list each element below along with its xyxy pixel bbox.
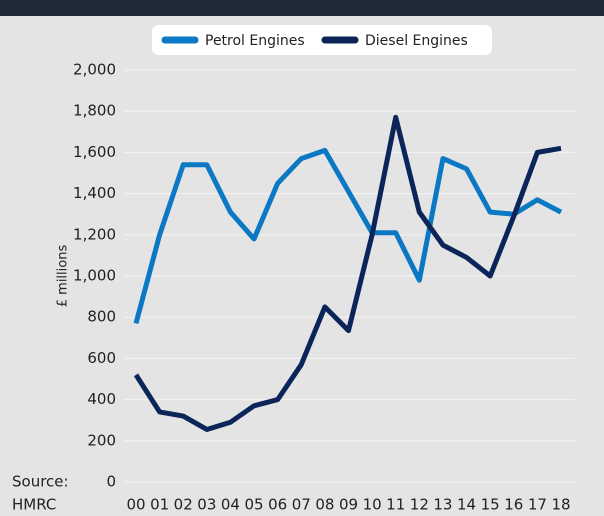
x-tick-label: 05 [245, 496, 264, 514]
x-tick-label: 13 [433, 496, 452, 514]
x-tick-label: 17 [528, 496, 547, 514]
x-tick-label: 00 [126, 496, 145, 514]
y-tick-label: 1,400 [73, 184, 116, 202]
y-tick-label: 1,000 [73, 267, 116, 285]
x-tick-label: 15 [481, 496, 500, 514]
x-tick-label: 08 [315, 496, 334, 514]
x-tick-label: 02 [174, 496, 193, 514]
y-tick-label: 0 [106, 473, 116, 491]
y-tick-label: 1,200 [73, 225, 116, 243]
x-tick-label: 04 [221, 496, 240, 514]
y-tick-label: 400 [87, 390, 116, 408]
x-tick-label: 11 [386, 496, 405, 514]
x-tick-label: 14 [457, 496, 476, 514]
y-tick-label: 1,600 [73, 143, 116, 161]
y-tick-label: 600 [87, 349, 116, 367]
source: HMRC [12, 496, 56, 514]
x-tick-label: 12 [410, 496, 429, 514]
y-tick-label: 200 [87, 431, 116, 449]
y-tick-label: 800 [87, 308, 116, 326]
line [133, 147, 563, 325]
line [133, 114, 562, 432]
y-tick-label: 2,000 [73, 61, 116, 79]
x-tick-label: 16 [504, 496, 523, 514]
x-tick-label: 09 [339, 496, 358, 514]
source: Source: [12, 473, 69, 491]
x-tick-label: 07 [292, 496, 311, 514]
legend-label: Diesel Engines [365, 33, 468, 49]
x-tick-label: 06 [268, 496, 287, 514]
x-tick-label: 01 [150, 496, 169, 514]
x-tick-label: 10 [363, 496, 382, 514]
y-axis-label: £ millions [56, 245, 71, 308]
y-tick-label: 1,800 [73, 102, 116, 120]
x-tick-label: 18 [551, 496, 570, 514]
legend-label: Petrol Engines [205, 33, 305, 49]
x-tick-label: 03 [197, 496, 216, 514]
header-bar [0, 0, 604, 16]
